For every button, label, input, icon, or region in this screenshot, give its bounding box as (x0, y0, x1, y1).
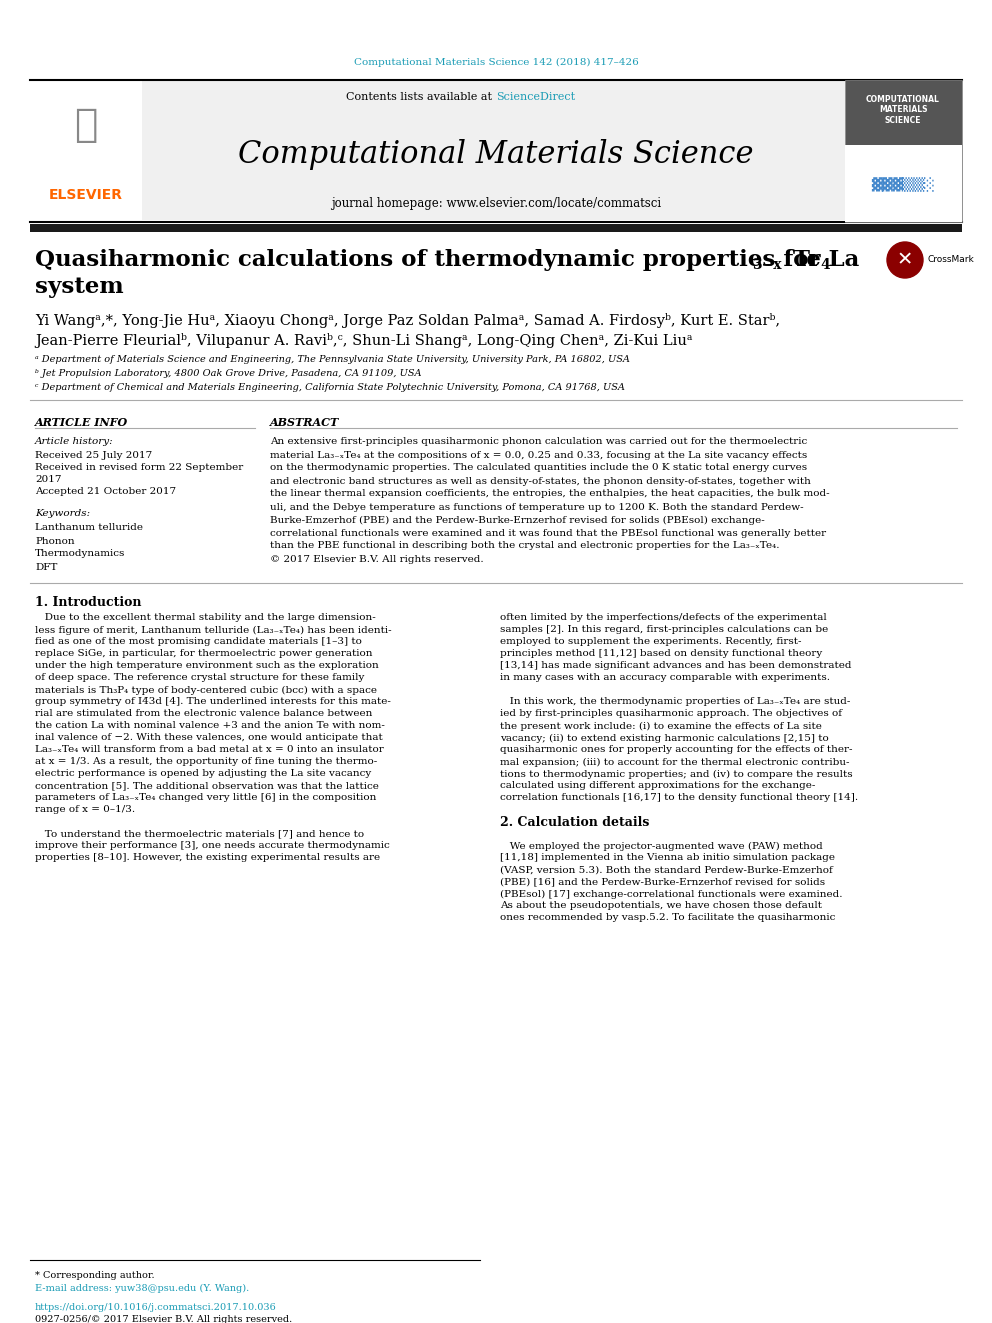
Text: COMPUTATIONAL
MATERIALS
SCIENCE: COMPUTATIONAL MATERIALS SCIENCE (866, 95, 940, 124)
Bar (845, 79, 962, 222)
Text: 3−x: 3−x (752, 258, 782, 273)
Text: * Corresponding author.: * Corresponding author. (35, 1270, 155, 1279)
Text: group symmetry of I4̄3d [4]. The underlined interests for this mate-: group symmetry of I4̄3d [4]. The underli… (35, 697, 391, 706)
Text: ᵇ Jet Propulsion Laboratory, 4800 Oak Grove Drive, Pasadena, CA 91109, USA: ᵇ Jet Propulsion Laboratory, 4800 Oak Gr… (35, 369, 422, 378)
Text: employed to supplement the experiments. Recently, first-: employed to supplement the experiments. … (500, 638, 802, 647)
Text: materials is Th₃P₄ type of body-centered cubic (bcc) with a space: materials is Th₃P₄ type of body-centered… (35, 685, 377, 695)
Text: (PBE) [16] and the Perdew-Burke-Ernzerhof revised for solids: (PBE) [16] and the Perdew-Burke-Ernzerho… (500, 877, 825, 886)
Text: properties [8–10]. However, the existing experimental results are: properties [8–10]. However, the existing… (35, 853, 380, 863)
Bar (30, 79, 142, 222)
Text: Thermodynamics: Thermodynamics (35, 549, 125, 558)
Text: parameters of La₃₋ₓTe₄ changed very little [6] in the composition: parameters of La₃₋ₓTe₄ changed very litt… (35, 794, 376, 803)
Text: Contents lists available at: Contents lists available at (346, 93, 496, 102)
Text: To understand the thermoelectric materials [7] and hence to: To understand the thermoelectric materia… (35, 830, 364, 839)
Text: replace SiGe, in particular, for thermoelectric power generation: replace SiGe, in particular, for thermoe… (35, 650, 373, 659)
Text: vacancy; (ii) to extend existing harmonic calculations [2,15] to: vacancy; (ii) to extend existing harmoni… (500, 733, 828, 742)
Text: at x = 1/3. As a result, the opportunity of fine tuning the thermo-: at x = 1/3. As a result, the opportunity… (35, 758, 377, 766)
Text: https://doi.org/10.1016/j.commatsci.2017.10.036: https://doi.org/10.1016/j.commatsci.2017… (35, 1303, 277, 1312)
Text: Burke-Emzerhof (PBE) and the Perdew-Burke-Ernzerhof revised for solids (PBEsol) : Burke-Emzerhof (PBE) and the Perdew-Burk… (270, 516, 765, 524)
Text: uli, and the Debye temperature as functions of temperature up to 1200 K. Both th: uli, and the Debye temperature as functi… (270, 503, 804, 512)
Text: Due to the excellent thermal stability and the large dimension-: Due to the excellent thermal stability a… (35, 614, 376, 623)
Text: fied as one of the most promising candidate materials [1–3] to: fied as one of the most promising candid… (35, 638, 362, 647)
Text: Keywords:: Keywords: (35, 509, 90, 519)
Text: tions to thermodynamic properties; and (iv) to compare the results: tions to thermodynamic properties; and (… (500, 770, 853, 778)
Text: principles method [11,12] based on density functional theory: principles method [11,12] based on densi… (500, 650, 822, 659)
Text: We employed the projector-augmented wave (PAW) method: We employed the projector-augmented wave… (500, 841, 822, 851)
Text: 🌳: 🌳 (74, 106, 97, 144)
Text: Yi Wangᵃ,*, Yong-Jie Huᵃ, Xiaoyu Chongᵃ, Jorge Paz Soldan Palmaᵃ, Samad A. Firdo: Yi Wangᵃ,*, Yong-Jie Huᵃ, Xiaoyu Chongᵃ,… (35, 312, 780, 328)
Text: (PBEsol) [17] exchange-correlational functionals were examined.: (PBEsol) [17] exchange-correlational fun… (500, 889, 842, 898)
Text: than the PBE functional in describing both the crystal and electronic properties: than the PBE functional in describing bo… (270, 541, 780, 550)
Bar (845, 146, 962, 222)
Text: ᶜ Department of Chemical and Materials Engineering, California State Polytechnic: ᶜ Department of Chemical and Materials E… (35, 384, 625, 393)
Text: quasiharmonic ones for properly accounting for the effects of ther-: quasiharmonic ones for properly accounti… (500, 745, 852, 754)
Text: [11,18] implemented in the Vienna ab initio simulation package: [11,18] implemented in the Vienna ab ini… (500, 853, 835, 863)
Text: E-mail address: yuw38@psu.edu (Y. Wang).: E-mail address: yuw38@psu.edu (Y. Wang). (35, 1283, 249, 1293)
Text: DFT: DFT (35, 562, 58, 572)
Text: ELSEVIER: ELSEVIER (49, 188, 123, 202)
Text: the present work include: (i) to examine the effects of La site: the present work include: (i) to examine… (500, 721, 822, 730)
Text: ABSTRACT: ABSTRACT (270, 417, 339, 427)
Text: often limited by the imperfections/defects of the experimental: often limited by the imperfections/defec… (500, 614, 826, 623)
Text: Lanthanum telluride: Lanthanum telluride (35, 524, 143, 532)
Text: less figure of merit, Lanthanum telluride (La₃₋ₓTe₄) has been identi-: less figure of merit, Lanthanum tellurid… (35, 626, 392, 635)
Text: Received in revised form 22 September: Received in revised form 22 September (35, 463, 243, 472)
Text: Accepted 21 October 2017: Accepted 21 October 2017 (35, 487, 177, 496)
Text: and electronic band structures as well as density-of-states, the phonon density-: and electronic band structures as well a… (270, 476, 810, 486)
Text: ones recommended by vasp.5.2. To facilitate the quasiharmonic: ones recommended by vasp.5.2. To facilit… (500, 913, 835, 922)
Text: 0927-0256/© 2017 Elsevier B.V. All rights reserved.: 0927-0256/© 2017 Elsevier B.V. All right… (35, 1315, 293, 1323)
Text: of deep space. The reference crystal structure for these family: of deep space. The reference crystal str… (35, 673, 364, 683)
Text: under the high temperature environment such as the exploration: under the high temperature environment s… (35, 662, 379, 671)
Text: ᵃ Department of Materials Science and Engineering, The Pennsylvania State Univer: ᵃ Department of Materials Science and En… (35, 356, 630, 365)
Text: calculated using different approximations for the exchange-: calculated using different approximation… (500, 782, 815, 791)
Text: 1. Introduction: 1. Introduction (35, 597, 142, 610)
Text: Te: Te (793, 249, 822, 271)
Text: inal valence of −2. With these valences, one would anticipate that: inal valence of −2. With these valences,… (35, 733, 383, 742)
Text: As about the pseudopotentials, we have chosen those default: As about the pseudopotentials, we have c… (500, 901, 822, 910)
Text: ied by first-principles quasiharmonic approach. The objectives of: ied by first-principles quasiharmonic ap… (500, 709, 842, 718)
Text: on the thermodynamic properties. The calculated quantities include the 0 K stati: on the thermodynamic properties. The cal… (270, 463, 807, 472)
Text: samples [2]. In this regard, first-principles calculations can be: samples [2]. In this regard, first-princ… (500, 626, 828, 635)
Text: ▓▓▓▒▒░: ▓▓▓▒▒░ (871, 177, 934, 192)
Text: ✕: ✕ (897, 250, 914, 270)
Bar (55, 79, 845, 220)
Text: rial are stimulated from the electronic valence balance between: rial are stimulated from the electronic … (35, 709, 372, 718)
Text: ARTICLE INFO: ARTICLE INFO (35, 417, 128, 427)
Text: journal homepage: www.elsevier.com/locate/commatsci: journal homepage: www.elsevier.com/locat… (331, 197, 661, 209)
Text: range of x = 0–1/3.: range of x = 0–1/3. (35, 806, 135, 815)
Text: Computational Materials Science 142 (2018) 417–426: Computational Materials Science 142 (201… (353, 57, 639, 66)
Text: system: system (35, 277, 124, 298)
Text: La₃₋ₓTe₄ will transform from a bad metal at x = 0 into an insulator: La₃₋ₓTe₄ will transform from a bad metal… (35, 745, 384, 754)
Text: © 2017 Elsevier B.V. All rights reserved.: © 2017 Elsevier B.V. All rights reserved… (270, 554, 484, 564)
Text: An extensive first-principles quasiharmonic phonon calculation was carried out f: An extensive first-principles quasiharmo… (270, 438, 807, 446)
Bar (30, 224, 962, 232)
Text: Computational Materials Science: Computational Materials Science (238, 139, 754, 171)
Text: In this work, the thermodynamic properties of La₃₋ₓTe₄ are stud-: In this work, the thermodynamic properti… (500, 697, 850, 706)
Text: electric performance is opened by adjusting the La site vacancy: electric performance is opened by adjust… (35, 770, 371, 778)
Circle shape (887, 242, 923, 278)
Text: in many cases with an accuracy comparable with experiments.: in many cases with an accuracy comparabl… (500, 673, 830, 683)
Text: concentration [5]. The additional observation was that the lattice: concentration [5]. The additional observ… (35, 782, 379, 791)
Text: the linear thermal expansion coefficients, the entropies, the enthalpies, the he: the linear thermal expansion coefficient… (270, 490, 829, 499)
Text: improve their performance [3], one needs accurate thermodynamic: improve their performance [3], one needs… (35, 841, 390, 851)
Text: 2017: 2017 (35, 475, 62, 484)
Text: 4: 4 (820, 258, 829, 273)
Text: correlational functionals were examined and it was found that the PBEsol functio: correlational functionals were examined … (270, 528, 826, 537)
Text: Article history:: Article history: (35, 438, 114, 446)
Text: the cation La with nominal valence +3 and the anion Te with nom-: the cation La with nominal valence +3 an… (35, 721, 385, 730)
Text: (VASP, version 5.3). Both the standard Perdew-Burke-Emzerhof: (VASP, version 5.3). Both the standard P… (500, 865, 832, 875)
Text: CrossMark: CrossMark (928, 255, 975, 265)
Text: ScienceDirect: ScienceDirect (496, 93, 575, 102)
Text: Received 25 July 2017: Received 25 July 2017 (35, 451, 152, 460)
Text: Phonon: Phonon (35, 537, 74, 545)
Text: Jean-Pierre Fleurialᵇ, Vilupanur A. Raviᵇ,ᶜ, Shun-Li Shangᵃ, Long-Qing Chenᵃ, Zi: Jean-Pierre Fleurialᵇ, Vilupanur A. Ravi… (35, 332, 692, 348)
Text: mal expansion; (iii) to account for the thermal electronic contribu-: mal expansion; (iii) to account for the … (500, 758, 849, 766)
Text: correlation functionals [16,17] to the density functional theory [14].: correlation functionals [16,17] to the d… (500, 794, 858, 803)
Text: material La₃₋ₓTe₄ at the compositions of x = 0.0, 0.25 and 0.33, focusing at the: material La₃₋ₓTe₄ at the compositions of… (270, 451, 807, 459)
Text: [13,14] has made significant advances and has been demonstrated: [13,14] has made significant advances an… (500, 662, 851, 671)
Text: Quasiharmonic calculations of thermodynamic properties for La: Quasiharmonic calculations of thermodyna… (35, 249, 859, 271)
Text: 2. Calculation details: 2. Calculation details (500, 815, 650, 828)
